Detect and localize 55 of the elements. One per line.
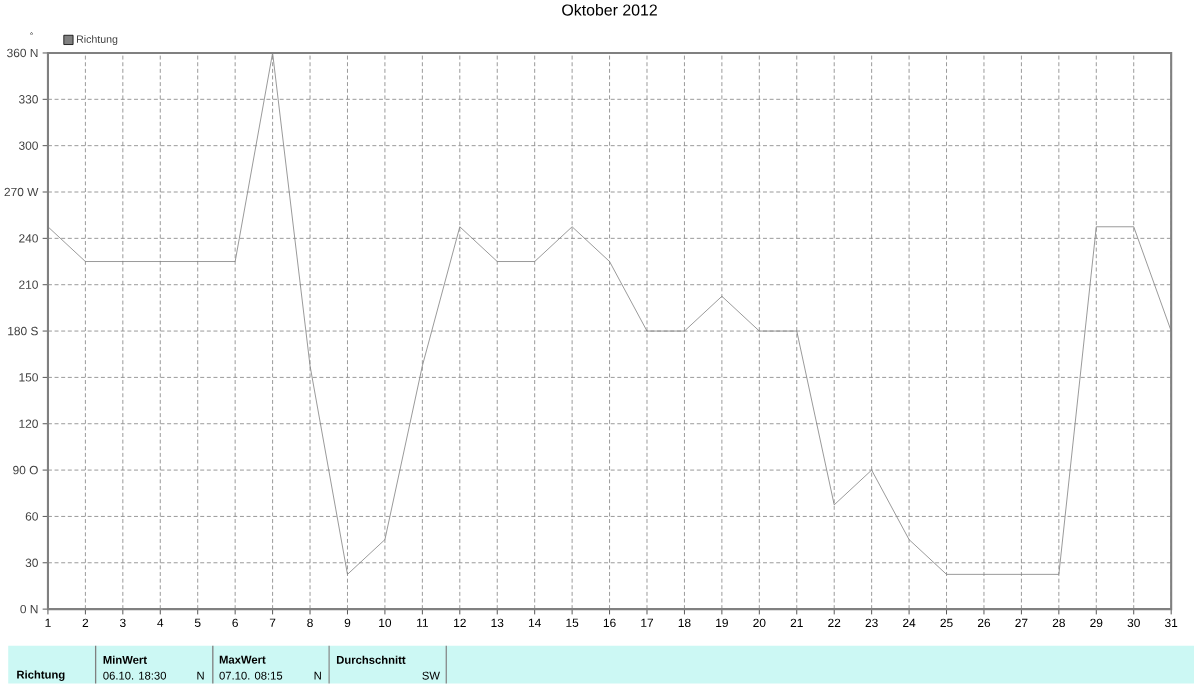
text: Durchschnitt [336,655,406,664]
y-tick-label: 180 S [8,326,38,336]
x-tick-label: 2 [82,618,89,627]
x-tick-label: 27 [1015,618,1028,627]
text: Richtung [17,670,65,681]
legend-label: Richtung [77,35,118,45]
x-tick-label: 8 [307,618,313,627]
y-tick-label: 330 [18,94,38,104]
x-tick-label: 26 [977,618,991,627]
text: N [197,671,204,680]
y-tick-label: 60 [25,512,38,521]
x-tick-label: 30 [1127,618,1140,627]
x-tick-label: 13 [491,618,504,627]
x-tick-label: 14 [528,618,541,627]
x-tick-label: 21 [790,618,803,627]
x-tick-label: 31 [1165,618,1178,627]
x-tick-label: 25 [940,618,953,627]
y-tick-label: 360 N [7,48,38,58]
x-tick-label: 16 [603,618,616,627]
x-tick-label: 22 [828,618,841,627]
y-tick-label: 300 [18,141,38,150]
x-tick-label: 11 [417,618,428,627]
y-tick-label: 240 [19,234,38,243]
text: SW [422,671,440,680]
y-tick-label: 210 [19,280,38,289]
chart-title: Oktober 2012 [562,3,657,16]
y-tick-label: 30 [25,558,38,567]
y-tick-label: 270 W [4,187,39,197]
x-tick-label: 3 [119,618,126,627]
text: N [314,671,321,680]
x-tick-label: 18 [678,618,691,627]
x-tick-label: 20 [753,618,766,627]
x-tick-label: 5 [194,618,201,627]
text: MaxWert [219,655,266,664]
x-tick-label: 10 [379,618,392,627]
x-tick-label: 4 [157,618,164,627]
y-tick-label: 150 [19,373,38,382]
x-tick-label: 29 [1090,618,1103,627]
x-tick-label: 17 [641,618,654,627]
x-tick-label: 19 [716,618,728,627]
y-tick-label: 90 O [13,465,38,475]
x-tick-label: 23 [865,618,878,627]
x-tick-label: 7 [269,618,276,627]
text: MinWert [103,655,147,664]
y-tick-label: 120 [19,419,38,428]
text: 07.10. 08:15 [219,671,283,680]
text: 06.10. 18:30 [103,671,167,680]
x-tick-label: 1 [45,618,51,627]
x-tick-label: 24 [903,618,916,627]
x-tick-label: 6 [232,618,238,627]
y-tick-label: 0 N [20,604,38,614]
x-tick-label: 15 [566,618,579,627]
x-tick-label: 9 [344,618,351,627]
x-tick-label: 12 [454,618,466,627]
x-tick-label: 28 [1052,618,1065,627]
